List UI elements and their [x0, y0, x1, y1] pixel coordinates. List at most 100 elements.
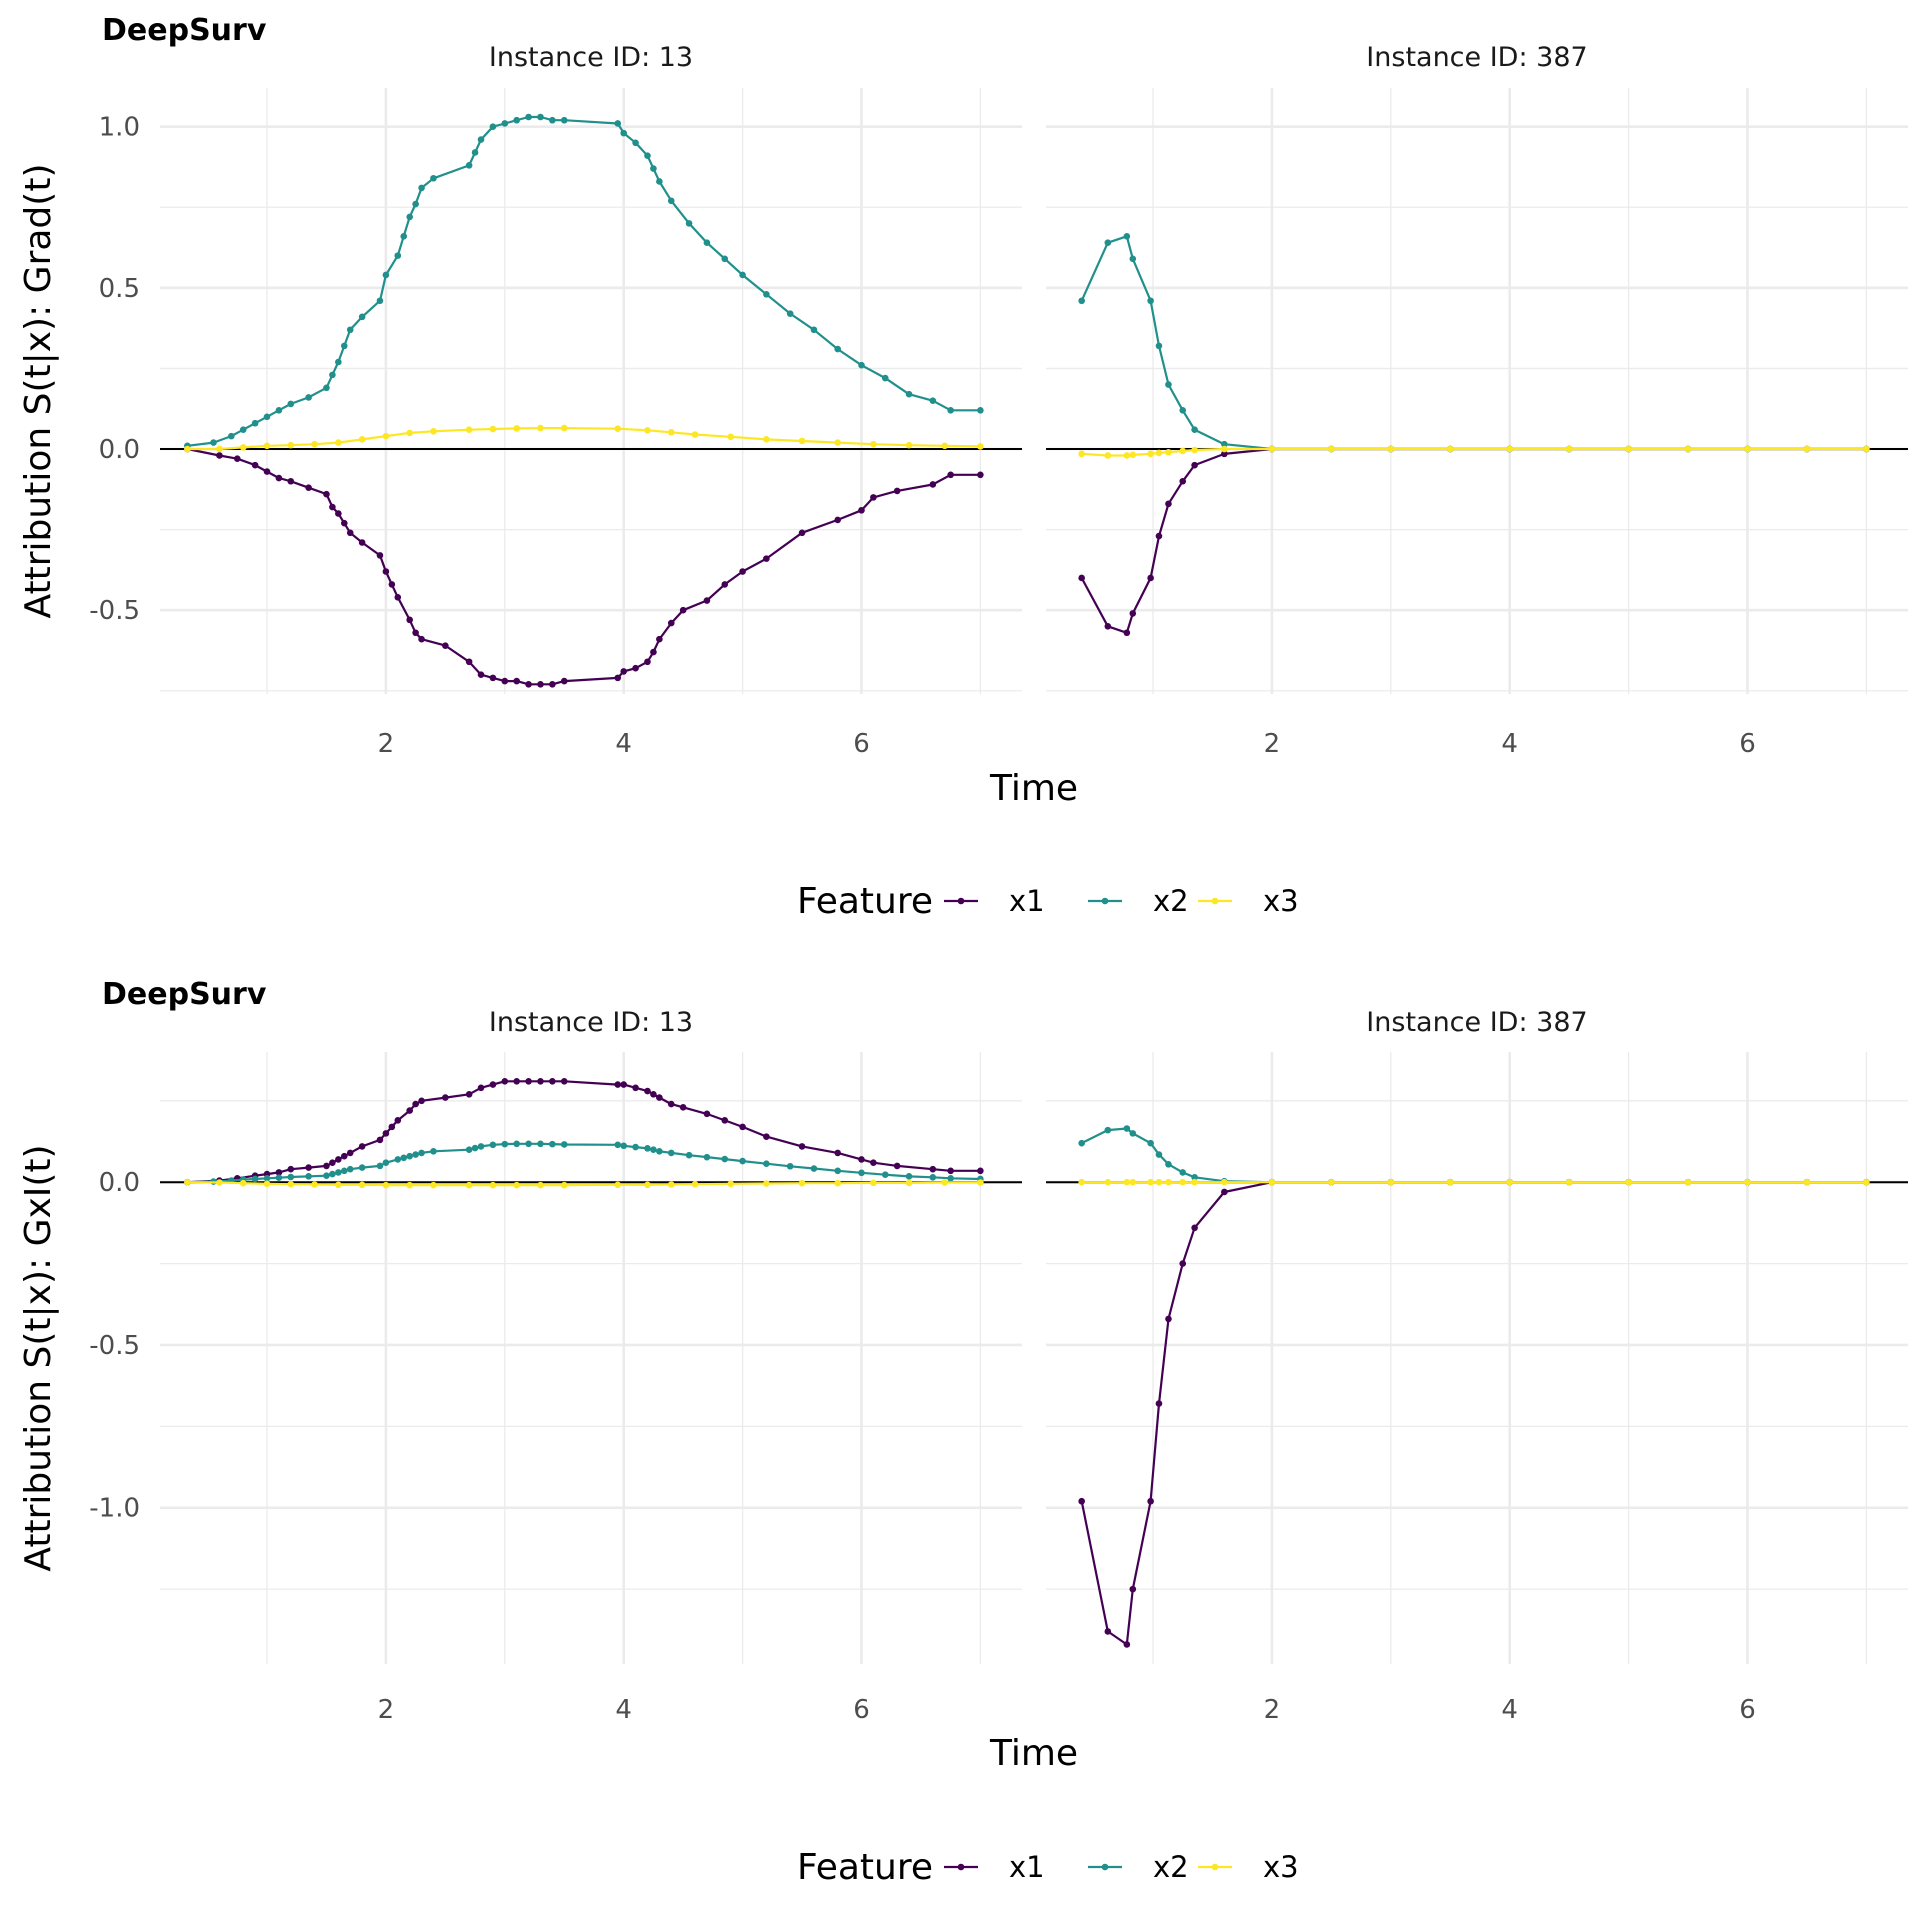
legend-label: x3: [1263, 884, 1299, 918]
data-point-x3: [263, 442, 271, 450]
data-point-x1: [477, 671, 485, 678]
data-point-x2: [786, 310, 794, 317]
data-point-x2: [251, 419, 259, 427]
legend-label: x3: [1263, 1850, 1299, 1884]
data-point-x2: [810, 1165, 818, 1172]
chart-title: DeepSurv: [102, 977, 267, 1012]
data-point-x3: [1129, 1178, 1137, 1186]
data-point-x2: [287, 400, 295, 408]
data-point-x2: [667, 197, 675, 205]
data-point-x3: [941, 1179, 949, 1186]
data-point-x1: [513, 1077, 520, 1085]
data-point-x2: [834, 345, 842, 353]
data-point-x2: [275, 1174, 283, 1181]
data-point-x2: [394, 252, 402, 259]
data-point-x2: [703, 239, 711, 247]
data-point-x2: [501, 120, 509, 127]
data-point-x2: [721, 1155, 729, 1163]
series-x1: [184, 445, 984, 688]
data-point-x2: [412, 200, 419, 208]
data-point-x3: [1221, 1178, 1228, 1186]
data-point-x1: [893, 487, 901, 495]
data-point-x2: [465, 1146, 473, 1153]
y-tick-label: 1.0: [99, 113, 140, 143]
data-point-x2: [947, 407, 954, 414]
data-point-x1: [382, 568, 390, 575]
data-point-x1: [679, 606, 687, 614]
x-axis-title: Time: [989, 1733, 1078, 1774]
data-point-x2: [786, 1162, 794, 1170]
data-point-x1: [489, 1081, 497, 1088]
data-point-x3: [1268, 1178, 1276, 1186]
data-point-x3: [1387, 445, 1395, 453]
data-point-x3: [834, 439, 842, 446]
x-tick-label: 4: [1501, 1695, 1518, 1725]
data-point-x3: [691, 431, 699, 438]
data-point-x3: [667, 1181, 675, 1188]
legend-key-point: [1211, 897, 1219, 905]
series-line-x3: [187, 427, 981, 451]
data-point-x3: [1446, 445, 1454, 453]
data-point-x1: [703, 597, 711, 604]
data-point-x2: [305, 394, 312, 401]
data-point-x1: [323, 490, 330, 498]
data-point-x2: [1147, 297, 1154, 305]
data-point-x3: [1078, 1178, 1085, 1186]
data-point-x2: [929, 1174, 937, 1181]
x-tick-label: 6: [1739, 729, 1756, 759]
data-point-x1: [1129, 610, 1137, 617]
legend-label: x2: [1153, 1850, 1189, 1884]
data-point-x1: [442, 1094, 449, 1101]
y-tick-label: 0.0: [99, 435, 140, 465]
data-point-x3: [1179, 447, 1187, 455]
data-point-x1: [305, 1164, 312, 1171]
data-point-x2: [430, 1147, 437, 1155]
data-point-x3: [1803, 1178, 1811, 1186]
data-point-x3: [184, 445, 191, 453]
data-point-x2: [1104, 239, 1112, 247]
data-point-x3: [382, 432, 390, 440]
data-point-x1: [275, 1169, 283, 1176]
data-point-x2: [418, 184, 425, 192]
data-point-x2: [412, 1151, 419, 1158]
data-point-x2: [305, 1173, 312, 1180]
legend-key-point: [1101, 1863, 1109, 1871]
data-point-x1: [977, 471, 984, 479]
data-point-x3: [560, 1181, 568, 1189]
series-x3: [184, 424, 984, 453]
data-point-x1: [465, 658, 473, 666]
data-point-x2: [977, 407, 984, 414]
data-point-x2: [739, 271, 746, 279]
data-point-x1: [329, 1159, 336, 1166]
data-point-x3: [941, 442, 949, 450]
data-point-x2: [513, 116, 520, 124]
data-point-x3: [513, 425, 520, 432]
data-point-x1: [667, 1100, 675, 1108]
y-tick-label: 0.0: [99, 1168, 140, 1198]
panel-strip-label: Instance ID: 13: [489, 1007, 693, 1038]
data-point-x3: [1129, 451, 1137, 459]
data-point-x1: [537, 681, 544, 688]
data-point-x1: [977, 1167, 984, 1175]
data-point-x1: [656, 635, 663, 643]
data-point-x3: [560, 424, 568, 432]
data-point-x2: [1147, 1139, 1154, 1147]
data-point-x2: [323, 1172, 330, 1180]
data-point-x3: [1078, 450, 1085, 458]
legend-label: x2: [1153, 884, 1189, 918]
legend: Feature x1 x2 x3: [797, 881, 1299, 922]
data-point-x3: [1446, 1178, 1454, 1186]
data-point-x3: [465, 426, 473, 433]
data-point-x2: [376, 297, 384, 305]
x-tick-label: 2: [378, 1695, 395, 1725]
data-point-x2: [763, 1160, 770, 1167]
data-point-x2: [329, 371, 336, 379]
data-point-x3: [870, 1179, 877, 1187]
legend-item-x3: x3: [1198, 1850, 1299, 1884]
data-point-x1: [477, 1084, 485, 1092]
y-tick-label: -0.5: [89, 1331, 140, 1361]
data-point-x1: [620, 668, 627, 675]
data-point-x1: [358, 539, 366, 546]
panel-2: Instance ID: 387 2 4 6: [1046, 1007, 1908, 1725]
